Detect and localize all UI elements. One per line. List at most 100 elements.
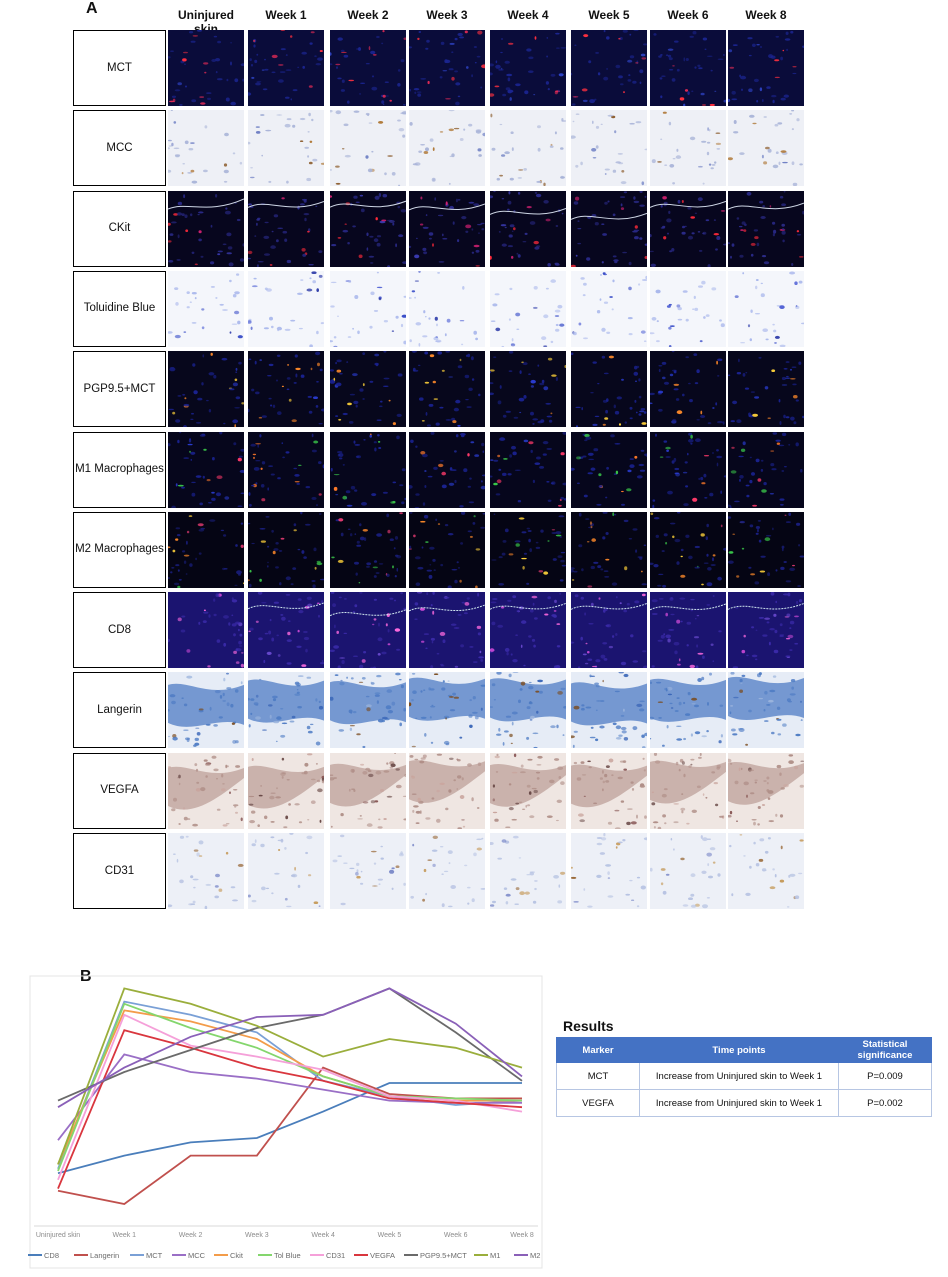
micrograph-image xyxy=(409,190,485,267)
micrograph-image xyxy=(728,110,804,187)
micrograph-image xyxy=(168,592,244,669)
micrograph-image xyxy=(248,190,324,267)
panel-a-label: A xyxy=(86,0,98,17)
micrograph-image xyxy=(571,190,647,267)
series-line-cd8 xyxy=(57,1082,522,1175)
micrograph-image xyxy=(490,672,566,749)
micrograph-image xyxy=(728,672,804,749)
x-tick-label: Week 2 xyxy=(179,1232,203,1239)
micrograph-image xyxy=(728,190,804,267)
row-marker: VEGFA xyxy=(556,1089,640,1117)
micrograph-image xyxy=(650,592,726,669)
legend-item: M2 xyxy=(514,1251,540,1260)
row-label: MCC xyxy=(73,110,166,187)
row-label: PGP9.5+MCT xyxy=(73,351,166,428)
legend-item: Langerin xyxy=(74,1251,119,1260)
micrograph-image xyxy=(490,431,566,508)
micrograph-image xyxy=(248,110,324,187)
micrograph-image xyxy=(409,833,485,909)
row-label: MCT xyxy=(73,30,166,106)
series-line-m2 xyxy=(57,987,523,1108)
x-tick-label: Week 5 xyxy=(378,1232,402,1239)
micrograph-image xyxy=(248,511,324,588)
micrograph-image xyxy=(409,351,485,428)
micrograph-image xyxy=(330,752,406,829)
micrograph-image xyxy=(728,752,804,829)
micrograph-image xyxy=(571,30,647,106)
micrograph-image xyxy=(168,270,244,347)
legend-label: Ckit xyxy=(230,1251,244,1260)
micrograph-image xyxy=(650,511,726,588)
row-label: CD8 xyxy=(73,592,166,669)
column-header: Week 8 xyxy=(745,8,787,22)
micrograph-image xyxy=(168,672,244,749)
micrograph-image xyxy=(330,672,406,749)
row-significance: P=0.009 xyxy=(838,1062,932,1090)
micrograph-image xyxy=(571,110,647,187)
micrograph-image xyxy=(248,351,324,428)
micrograph-image xyxy=(571,752,647,829)
micrograph-image xyxy=(409,270,485,347)
micrograph-image xyxy=(728,431,804,508)
micrograph-image xyxy=(490,833,566,909)
legend-item: PGP9.5+MCT xyxy=(404,1251,467,1260)
legend-label: Tol Blue xyxy=(274,1251,301,1260)
micrograph-image xyxy=(571,351,647,428)
micrograph-image xyxy=(330,110,406,187)
micrograph-image xyxy=(409,592,485,669)
micrograph-image xyxy=(409,431,485,508)
results-header-row: Marker Time points Statistical significa… xyxy=(556,1037,932,1063)
micrograph-image xyxy=(571,833,647,909)
micrograph-image xyxy=(248,592,324,669)
row-significance: P=0.002 xyxy=(838,1089,932,1117)
row-label: CD31 xyxy=(73,833,166,909)
legend-label: M1 xyxy=(490,1251,500,1260)
micrograph-image xyxy=(728,511,804,588)
column-header: Week 3 xyxy=(426,8,468,22)
micrograph-image xyxy=(650,270,726,347)
micrograph-image xyxy=(168,431,244,508)
x-tick-label: Week 3 xyxy=(245,1232,269,1239)
micrograph-image xyxy=(650,190,726,267)
row-label: Langerin xyxy=(73,672,166,749)
micrograph-image xyxy=(168,190,244,267)
micrograph-image xyxy=(168,752,244,829)
table-row: MCT Increase from Uninjured skin to Week… xyxy=(556,1062,932,1090)
line-chart: Uninjured skin Week 1 Week 2 Week 3 Week 4 We… xyxy=(28,975,543,1269)
row-label: Toluidine Blue xyxy=(73,270,166,347)
micrograph-image xyxy=(330,30,406,106)
micrograph-image xyxy=(330,351,406,428)
series-line-ckit xyxy=(57,1009,522,1165)
micrograph-image xyxy=(571,672,647,749)
micrograph-image xyxy=(409,110,485,187)
column-header: Week 2 xyxy=(347,8,389,22)
micrograph-image xyxy=(330,833,406,909)
micrograph-image xyxy=(330,592,406,669)
micrograph-image xyxy=(650,752,726,829)
legend-item: CD8 xyxy=(28,1251,59,1260)
micrograph-image xyxy=(490,270,566,347)
micrograph-image xyxy=(490,190,566,267)
micrograph-image xyxy=(571,431,647,508)
micrograph-image xyxy=(330,511,406,588)
x-tick-label: Week 4 xyxy=(311,1232,335,1239)
legend-item: CD31 xyxy=(310,1251,345,1260)
chart-frame xyxy=(29,975,543,1269)
micrograph-image xyxy=(409,511,485,588)
column-header: Week 5 xyxy=(588,8,630,22)
micrograph-image xyxy=(330,190,406,267)
legend-label: MCC xyxy=(188,1251,206,1260)
series-line-langerin xyxy=(57,1066,522,1205)
micrograph-image xyxy=(571,270,647,347)
series-line-tol-blue xyxy=(57,1002,523,1172)
x-tick-label: Week 8 xyxy=(510,1232,534,1239)
column-header: Week 1 xyxy=(265,8,307,22)
micrograph-image xyxy=(330,431,406,508)
legend-item: MCC xyxy=(172,1251,206,1260)
micrograph-image xyxy=(168,30,244,106)
row-time-points: Increase from Uninjured skin to Week 1 xyxy=(639,1089,839,1117)
micrograph-image xyxy=(571,592,647,669)
micrograph-image xyxy=(650,833,726,909)
micrograph-image xyxy=(248,30,324,106)
legend-label: CD31 xyxy=(326,1251,345,1260)
